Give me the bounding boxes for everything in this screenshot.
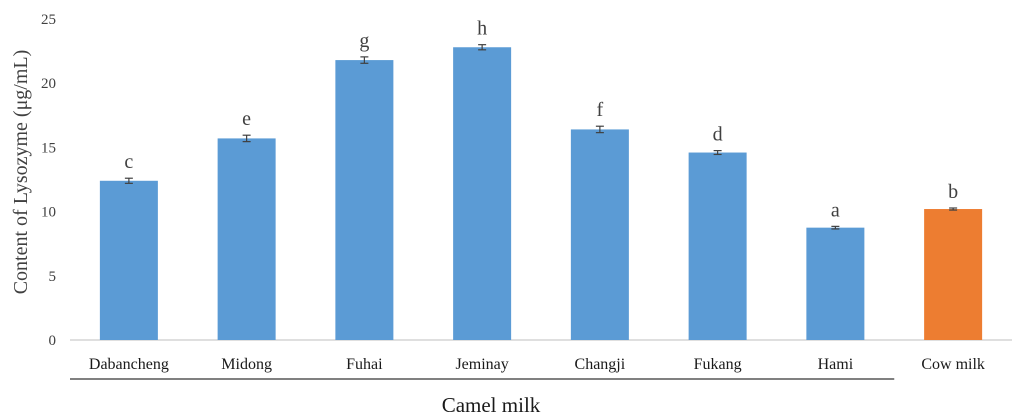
bar [688,152,747,340]
y-tick-label: 25 [41,12,56,28]
category-label: Dabancheng [89,356,169,373]
error-bar [478,44,487,51]
significance-letter: d [713,124,723,146]
category-label: Jeminay [455,356,508,373]
significance-letter: f [597,99,604,121]
error-bar [124,177,133,184]
significance-letter: a [831,199,840,221]
bar [570,129,629,340]
category-label: Midong [221,356,272,373]
category-label: Fuhai [346,356,383,373]
significance-letter: b [948,181,958,203]
bar [924,209,983,340]
significance-letter: e [242,108,251,130]
bar [217,138,276,340]
error-bar [595,125,604,134]
significance-letter: g [359,30,369,52]
category-label: Changji [575,356,626,373]
error-bar [242,134,251,143]
y-tick-label: 15 [41,140,56,156]
error-bar [949,207,958,211]
y-tick-label: 20 [41,76,56,92]
category-labels: Dabancheng Midong Fuhai Jeminay Changji Fukan… [89,356,985,373]
error-bar [713,150,722,156]
y-tick-label: 10 [41,205,56,221]
y-axis-label: Content of Lysozyme (μg/mL) [10,50,32,295]
category-label: Fukang [694,356,742,373]
bar [99,180,158,340]
error-bar [360,56,369,64]
bar [453,47,512,341]
bar [806,227,865,340]
bars: c e g h f d a b [99,18,983,341]
y-tick-label: 5 [49,269,57,285]
group-label: Camel milk [442,393,541,414]
error-bar [831,225,840,230]
significance-letter: h [477,18,487,40]
y-axis-ticks: 0 5 10 15 20 25 [41,12,56,349]
y-tick-label: 0 [49,333,57,349]
significance-letter: c [124,151,133,173]
category-label: Cow milk [921,356,985,373]
bar [335,60,394,340]
category-label: Hami [818,356,854,373]
